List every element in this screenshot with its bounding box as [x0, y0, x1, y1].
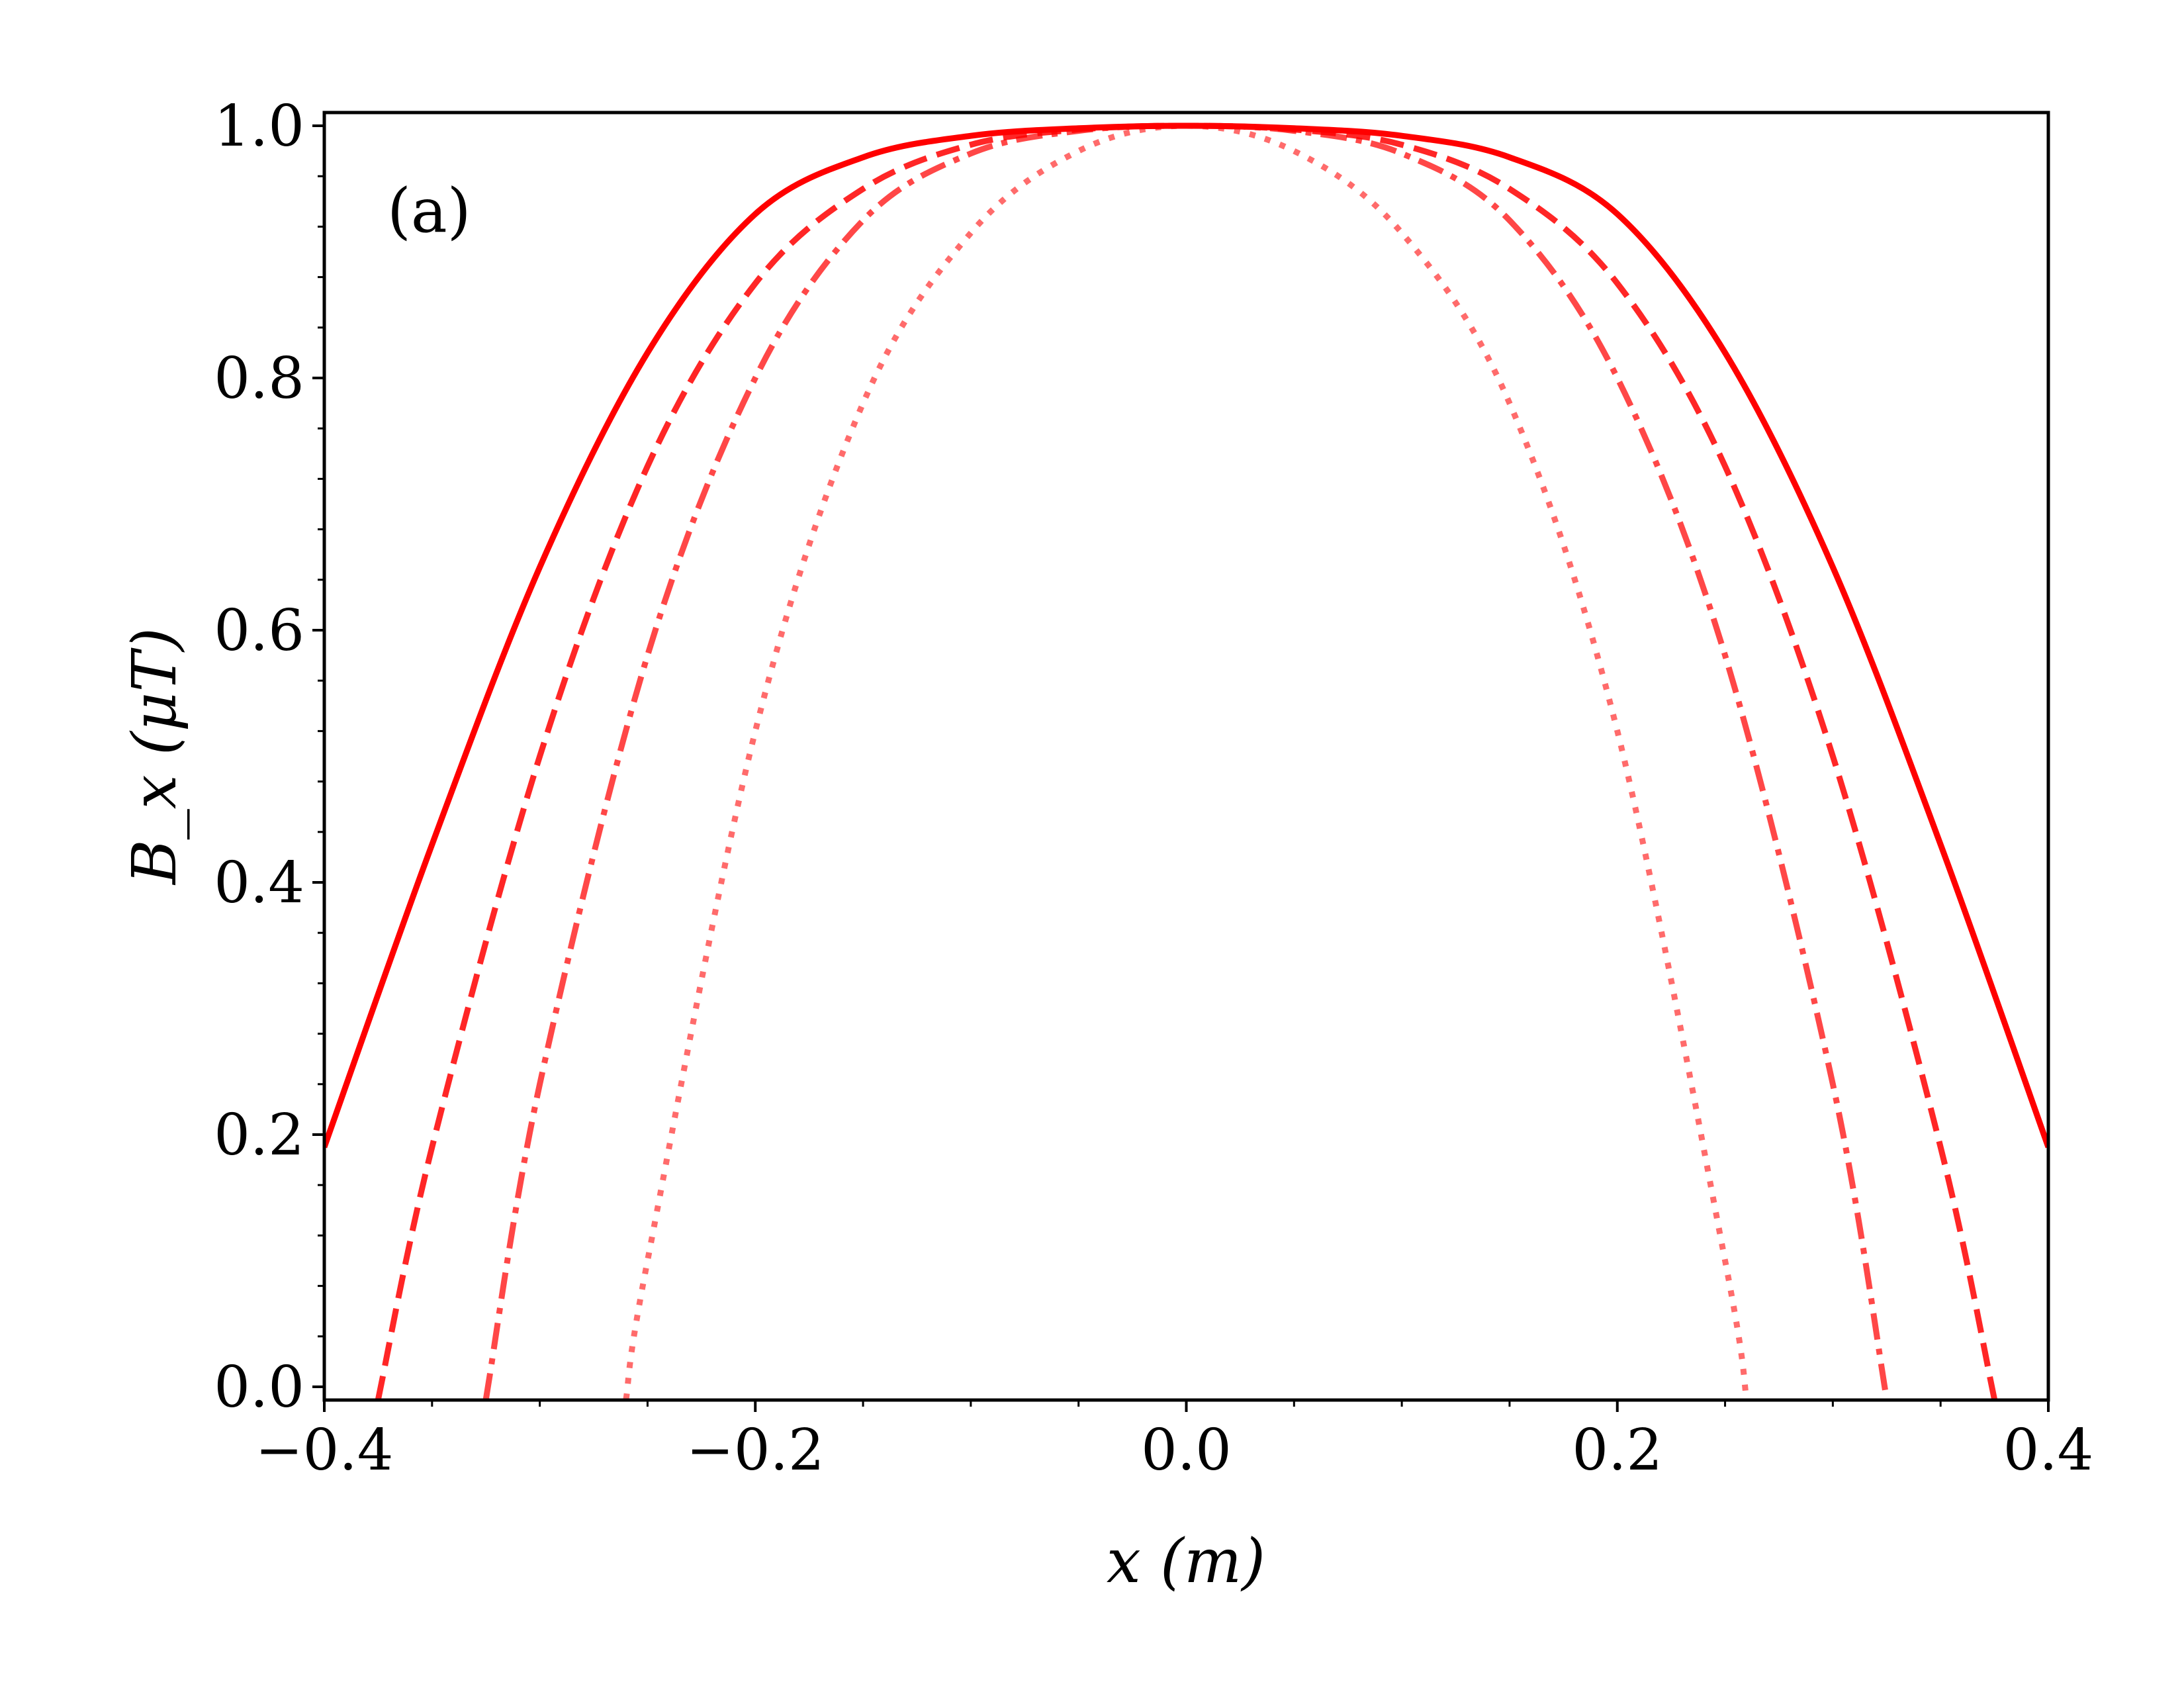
y-tick-label: 0.0: [214, 1354, 304, 1421]
plot-curves: [324, 122, 2048, 1400]
y-tick-label: 0.6: [214, 598, 304, 664]
series-line-dashed: [375, 122, 1998, 1400]
y-axis-label: B_x (μT): [119, 628, 190, 886]
y-tick-label: 0.2: [214, 1102, 304, 1168]
major-ticks: [312, 124, 2050, 1412]
y-tick-labels: 0.0 0.2 0.4 0.6 0.8 1.0: [214, 93, 304, 1421]
y-tick-label: 0.8: [214, 346, 304, 412]
y-tick-label: 0.4: [214, 850, 304, 916]
plot-frame: [322, 111, 2050, 1402]
x-tick-label: 0.0: [1141, 1417, 1232, 1483]
series-line-dashdot: [482, 122, 1890, 1400]
x-tick-labels: −0.4 −0.2 0.0 0.2 0.4: [255, 1417, 2094, 1483]
panel-label: (a): [387, 175, 471, 246]
x-axis-label: x (m): [1107, 1526, 1265, 1597]
minor-ticks: [318, 175, 1942, 1407]
x-tick-label: 0.2: [1572, 1417, 1662, 1483]
y-tick-label: 1.0: [214, 93, 304, 160]
x-tick-label: 0.4: [2003, 1417, 2094, 1483]
x-tick-label: −0.4: [255, 1417, 394, 1483]
x-tick-label: −0.2: [686, 1417, 825, 1483]
series-line-solid: [324, 122, 2048, 1149]
series-line-dotted: [623, 122, 1750, 1400]
